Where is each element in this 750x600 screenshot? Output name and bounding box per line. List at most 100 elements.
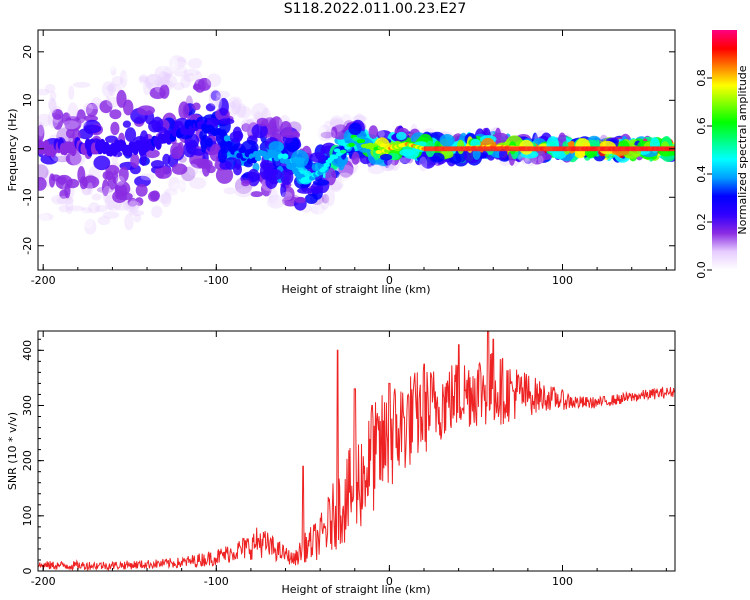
spectral-blob — [137, 218, 150, 236]
spectral-blob — [271, 199, 286, 216]
colorbar-label: Normalized spectral amplitude — [736, 65, 749, 234]
spectral-blob — [315, 127, 327, 140]
spectral-blob — [215, 95, 223, 110]
spectral-blob — [137, 105, 155, 116]
spectral-blob — [38, 121, 45, 137]
spectral-blob — [250, 191, 263, 198]
spectral-ridge-point — [358, 139, 366, 143]
spectral-blob — [102, 211, 120, 219]
spectral-blob — [318, 123, 333, 131]
spectral-blob — [150, 160, 165, 169]
spectral-blob — [192, 83, 201, 91]
spectral-blob — [38, 177, 47, 191]
spectral-blob — [183, 51, 197, 61]
snr-y-label: SNR (10 * v/v) — [6, 412, 19, 490]
spectral-blob — [102, 185, 113, 204]
spectral-ridge-point — [232, 145, 239, 151]
spectral-blob — [44, 83, 56, 93]
spectral-blob — [45, 48, 57, 62]
spectral-blob — [269, 100, 281, 116]
figure-title: S118.2022.011.00.23.E27 — [283, 1, 467, 17]
spectral-blob — [107, 82, 116, 97]
spectral-blob — [317, 124, 332, 142]
spectral-blob — [126, 60, 142, 72]
spectral-ridge-point — [321, 166, 328, 171]
spectral-blob — [177, 56, 187, 64]
spectral-blob — [163, 72, 171, 83]
y-tick-label: 20 — [21, 45, 34, 59]
spectral-blob — [38, 88, 50, 96]
spectral-blob — [104, 195, 115, 211]
spectral-blob — [126, 201, 141, 210]
spectral-blob — [128, 209, 145, 217]
spectral-blob — [135, 184, 148, 197]
spectral-blob — [235, 106, 252, 119]
spectral-blob — [351, 151, 360, 165]
spectral-blob — [157, 71, 170, 89]
snr-x-label: Height of straight line (km) — [281, 583, 430, 596]
spectral-blob — [310, 204, 326, 215]
snr-series-line — [38, 331, 675, 571]
x-tick-label: -100 — [204, 274, 229, 287]
spectral-blob — [179, 179, 186, 193]
spectral-blob — [138, 74, 149, 82]
spectral-blob — [166, 210, 173, 224]
spectral-blob — [99, 100, 113, 114]
x-tick-label: 100 — [552, 274, 573, 287]
colorbar — [712, 30, 737, 270]
spectral-blob — [151, 205, 163, 218]
colorbar-tick-label: 0.0 — [695, 261, 708, 279]
spectral-blob — [168, 177, 181, 192]
spectral-blob — [83, 76, 101, 84]
spectral-blob — [299, 218, 314, 231]
spectral-blob — [119, 69, 128, 88]
spectral-blob — [286, 121, 302, 134]
spectral-blob — [118, 213, 125, 228]
spectral-blob — [183, 68, 200, 76]
spectral-blob — [56, 212, 66, 224]
spectral-blob — [337, 110, 353, 121]
spectral-blob — [104, 56, 118, 72]
spectral-blob — [38, 212, 50, 225]
spectral-blob — [63, 50, 71, 67]
spectral-blob — [130, 153, 140, 168]
spectral-blob — [113, 202, 131, 211]
spectral-blob — [159, 74, 178, 88]
spectral-blob — [254, 111, 263, 120]
spectral-blob — [273, 100, 285, 109]
spectral-blob — [38, 212, 54, 221]
snr-plot — [38, 331, 675, 571]
spectral-blob — [317, 206, 326, 218]
spectral-blob — [396, 131, 407, 141]
spectral-blob — [280, 183, 287, 198]
spectral-blob — [144, 149, 160, 159]
spectral-blob — [215, 166, 234, 184]
spectral-ridge-point — [348, 142, 355, 147]
spectral-ridge-point — [238, 147, 245, 154]
spectral-blob — [160, 56, 178, 73]
spectral-blob — [106, 230, 114, 243]
spectral-blob — [217, 148, 228, 164]
spectral-blob — [38, 164, 49, 180]
spectral-blob — [317, 125, 327, 138]
spectral-blob — [170, 142, 183, 160]
spectral-blob — [228, 101, 237, 117]
spectral-blob — [105, 52, 118, 61]
spectral-blob — [368, 125, 379, 139]
spectral-blob — [237, 103, 247, 118]
spectral-blob — [124, 72, 133, 81]
spectral-blob — [231, 99, 241, 115]
spectral-blob — [77, 118, 87, 127]
spectral-blob — [154, 65, 173, 80]
spectral-blob — [184, 63, 192, 75]
spectral-blob — [325, 167, 337, 186]
spectral-blob — [185, 95, 194, 112]
spectral-blob — [142, 79, 152, 96]
spectral-blob — [52, 109, 64, 120]
spectral-blob — [133, 213, 142, 223]
spectral-blob — [88, 202, 100, 214]
spectral-blob — [348, 122, 362, 136]
spectral-blob — [39, 72, 57, 81]
